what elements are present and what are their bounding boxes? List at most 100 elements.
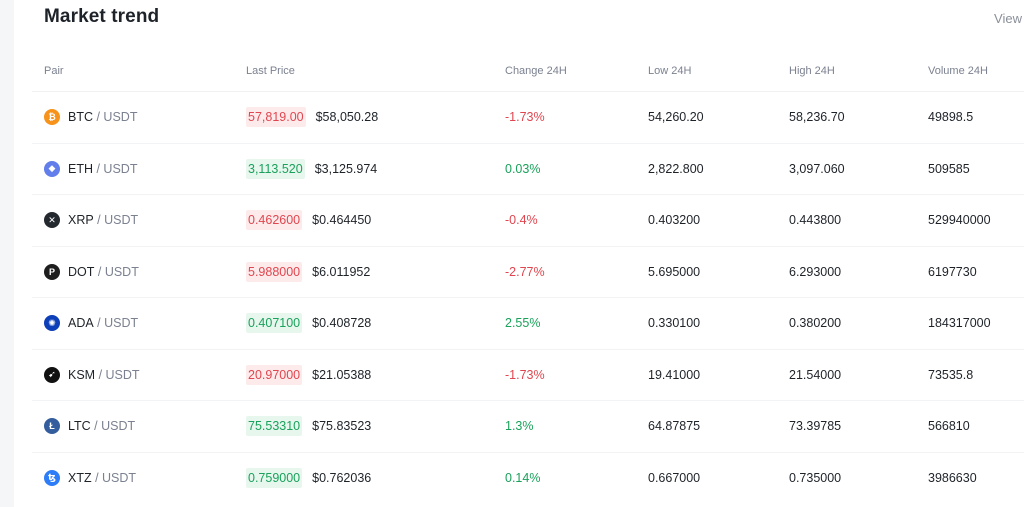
pair-cell: ꜩ XTZ / USDT [44,469,137,486]
usd-price: $21.05388 [312,367,372,382]
column-header-pair[interactable]: Pair [44,65,64,77]
pair-cell: P DOT / USDT [44,263,139,280]
volume-24h: 509585 [928,161,970,176]
column-header-change-24h[interactable]: Change 24H [505,65,567,77]
usd-price: $58,050.28 [315,110,379,125]
high-24h: 0.735000 [789,470,842,485]
usd-price: $75.83523 [312,419,372,434]
pair-cell: ✺ ADA / USDT [44,315,138,332]
pair-base: ADA [68,316,94,331]
last-price-badge: 75.53310 [246,416,303,437]
high-24h: 0.380200 [789,316,842,331]
pair-cell: ◆ ETH / USDT [44,160,138,177]
volume-24h: 73535.8 [928,367,974,382]
pair-cell: ₿ BTC / USDT [44,109,138,126]
pair-base: ETH [68,161,93,176]
table-header: Pair Last Price Change 24H Low 24H High … [32,50,1024,92]
pair-quote: USDT [103,161,138,176]
high-24h: 58,236.70 [789,110,845,125]
column-header-low-24h[interactable]: Low 24H [648,65,692,77]
pair-separator: / [93,110,104,125]
pair-cell: ➹ KSM / USDT [44,366,140,383]
last-price-badge: 57,819.00 [246,107,306,128]
pair-cell: ✕ XRP / USDT [44,212,139,229]
pair-quote: USDT [104,213,139,228]
low-24h: 5.695000 [648,264,701,279]
last-price-cell: 0.407100 $0.408728 [246,313,371,334]
last-price-badge: 5.988000 [246,261,303,282]
pair-separator: / [94,264,105,279]
table-row[interactable]: P DOT / USDT 5.988000 $6.011952 -2.77% 5.6950… [32,247,1024,298]
page-title: Market trend [44,6,160,27]
pair-quote: USDT [105,367,140,382]
change-24h: -0.4% [505,213,538,228]
last-price-cell: 5.988000 $6.011952 [246,261,371,282]
change-24h: -1.73% [505,367,545,382]
last-price-cell: 57,819.00 $58,050.28 [246,107,379,128]
last-price-cell: 3,113.520 $3,125.974 [246,158,378,179]
pair-quote: USDT [104,264,139,279]
last-price-cell: 20.97000 $21.05388 [246,364,372,385]
pair-separator: / [93,213,105,228]
low-24h: 54,260.20 [648,110,704,125]
litecoin-icon: Ł [44,418,60,435]
pair-base: XTZ [68,470,92,485]
change-24h: -1.73% [505,110,545,125]
market-trend-card: Market trend View Pair Last Price Change… [14,0,1024,507]
tezos-icon: ꜩ [44,469,60,486]
low-24h: 64.87875 [648,419,701,434]
usd-price: $0.464450 [312,213,372,228]
page-side-gutter [0,0,14,507]
pair-cell: Ł LTC / USDT [44,418,135,435]
pair-separator: / [93,316,105,331]
high-24h: 6.293000 [789,264,842,279]
table-row[interactable]: ✕ XRP / USDT 0.462600 $0.464450 -0.4% 0.40320… [32,195,1024,247]
table-row[interactable]: ✺ ADA / USDT 0.407100 $0.408728 2.55% 0.33010… [32,298,1024,350]
change-24h: 1.3% [505,419,534,434]
table-row[interactable]: ꜩ XTZ / USDT 0.759000 $0.762036 0.14% 0.66700… [32,453,1024,504]
usd-price: $3,125.974 [314,161,378,176]
volume-24h: 3986630 [928,470,977,485]
low-24h: 2,822.800 [648,161,704,176]
last-price-badge: 3,113.520 [246,158,305,179]
volume-24h: 566810 [928,419,970,434]
last-price-badge: 0.462600 [246,210,303,231]
ethereum-icon: ◆ [44,160,60,177]
market-table: Pair Last Price Change 24H Low 24H High … [32,50,1024,503]
low-24h: 0.667000 [648,470,701,485]
column-header-high-24h[interactable]: High 24H [789,65,835,77]
last-price-cell: 0.462600 $0.464450 [246,210,372,231]
volume-24h: 184317000 [928,316,991,331]
cardano-icon: ✺ [44,315,60,332]
kusama-icon: ➹ [44,366,60,383]
last-price-badge: 0.407100 [246,313,303,334]
column-header-last-price[interactable]: Last Price [246,65,295,77]
change-24h: -2.77% [505,264,545,279]
pair-separator: / [91,470,103,485]
polkadot-icon: P [44,263,60,280]
change-24h: 0.03% [505,161,541,176]
last-price-cell: 75.53310 $75.83523 [246,416,372,437]
pair-base: BTC [68,110,93,125]
high-24h: 0.443800 [789,213,842,228]
table-row[interactable]: ➹ KSM / USDT 20.97000 $21.05388 -1.73% 19.410… [32,350,1024,401]
bitcoin-icon: ₿ [44,109,60,126]
table-row[interactable]: Ł LTC / USDT 75.53310 $75.83523 1.3% 64.87875… [32,401,1024,453]
pair-separator: / [95,367,106,382]
pair-quote: USDT [102,470,137,485]
view-more-link[interactable]: View [994,11,1022,26]
usd-price: $6.011952 [312,264,371,279]
pair-quote: USDT [103,110,138,125]
low-24h: 0.403200 [648,213,701,228]
usd-price: $0.762036 [312,470,372,485]
high-24h: 73.39785 [789,419,842,434]
pair-base: KSM [68,367,96,382]
low-24h: 19.41000 [648,367,701,382]
xrp-icon: ✕ [44,212,60,229]
change-24h: 2.55% [505,316,541,331]
column-header-volume-24h[interactable]: Volume 24H [928,65,988,77]
volume-24h: 6197730 [928,264,977,279]
table-row[interactable]: ◆ ETH / USDT 3,113.520 $3,125.974 0.03% 2,822… [32,144,1024,195]
table-row[interactable]: ₿ BTC / USDT 57,819.00 $58,050.28 -1.73% 54,2… [32,92,1024,144]
pair-base: DOT [68,264,95,279]
